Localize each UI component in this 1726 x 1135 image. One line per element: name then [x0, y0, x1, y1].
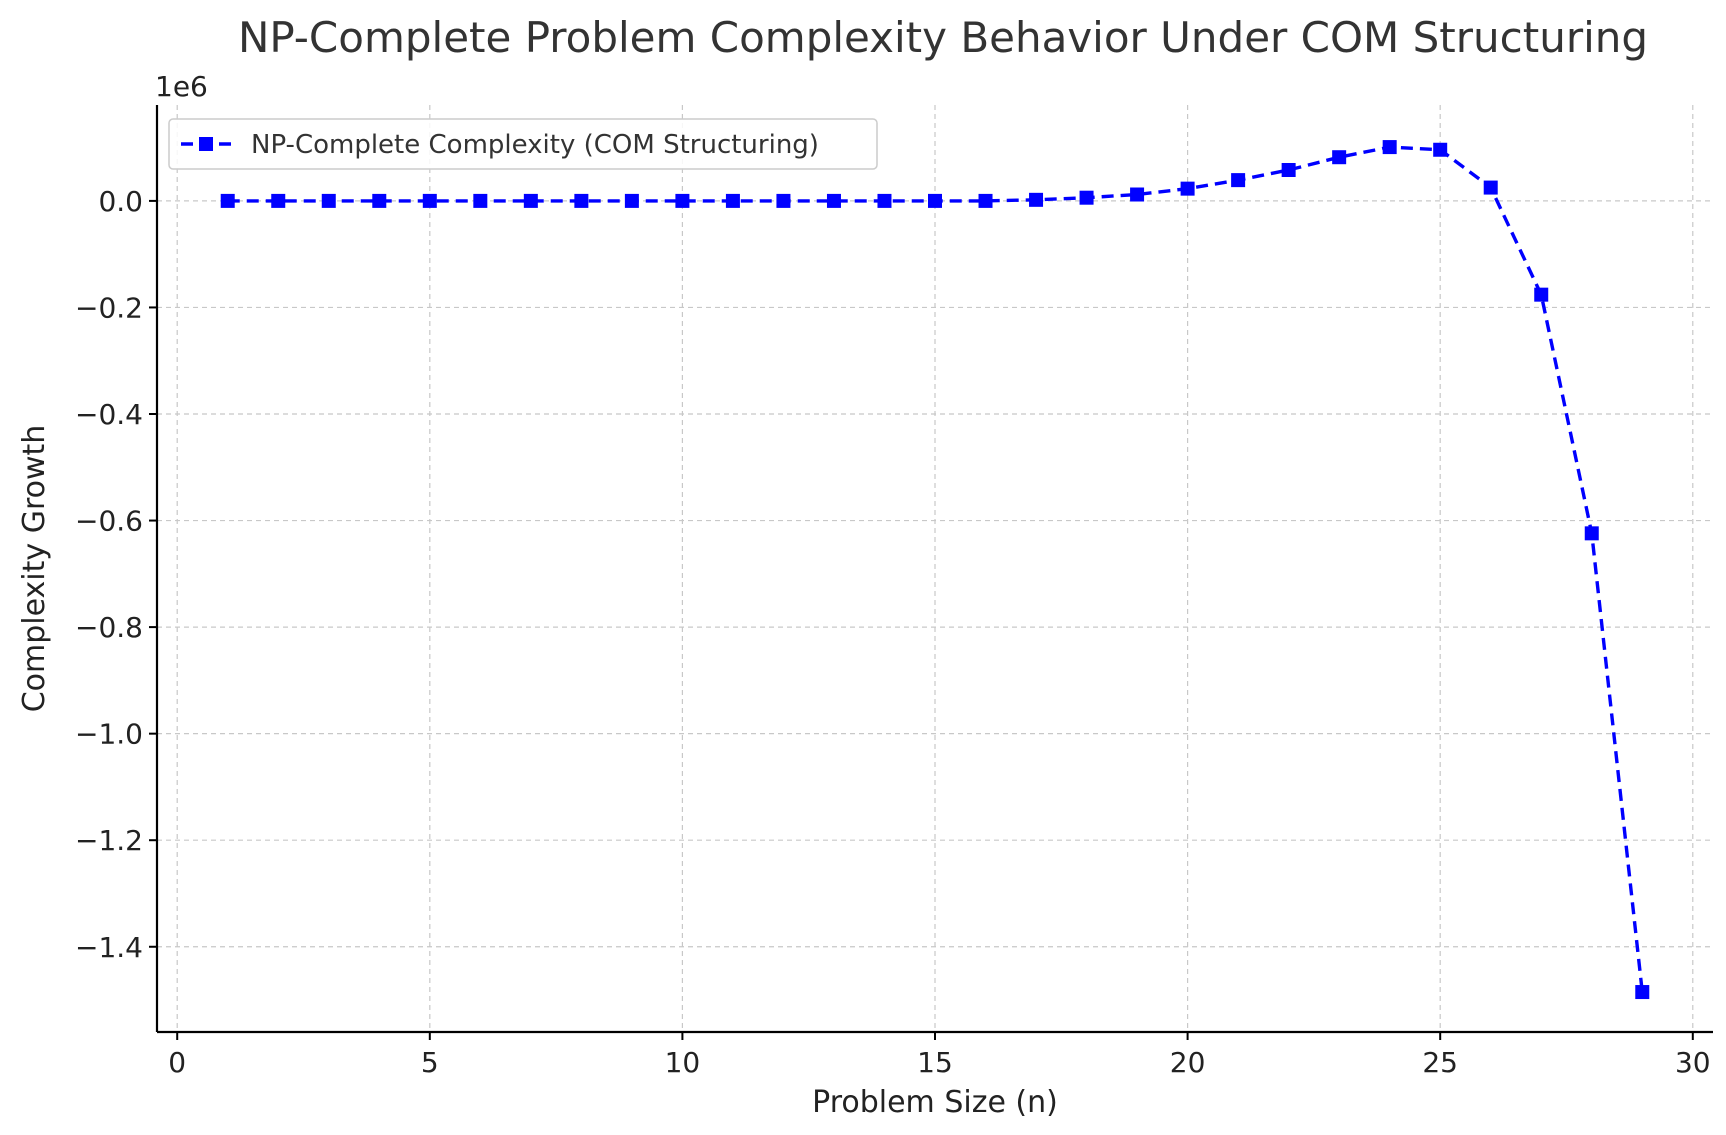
data-point-marker [928, 193, 942, 208]
data-point-marker [1029, 192, 1044, 207]
y-tick-label: −1.0 [75, 718, 143, 751]
legend-label: NP-Complete Complexity (COM Structuring) [251, 130, 819, 160]
legend: NP-Complete Complexity (COM Structuring) [168, 118, 878, 170]
y-axis-label: Complexity Growth [17, 425, 52, 713]
data-point-marker [1332, 150, 1347, 165]
data-point-marker [271, 193, 286, 208]
data-point-marker [978, 193, 993, 208]
data-point-marker [422, 193, 437, 208]
legend-marker-sample [199, 137, 213, 151]
y-axis-offset-label: 1e6 [155, 70, 208, 103]
data-point-marker [1079, 190, 1094, 205]
data-point-marker [1130, 187, 1145, 202]
x-axis-label: Problem Size (n) [812, 1085, 1058, 1120]
grid-lines [157, 105, 1713, 1032]
data-point-marker [776, 193, 791, 208]
x-tick-label: 15 [917, 1046, 953, 1079]
data-point-marker [220, 193, 235, 208]
data-point-marker [1382, 140, 1397, 155]
y-tick-label: −1.4 [75, 931, 143, 964]
data-point-marker [624, 193, 639, 208]
series-layer [220, 140, 1650, 1000]
data-point-marker [826, 193, 841, 208]
data-point-marker [1281, 162, 1296, 177]
data-point-marker [321, 193, 336, 208]
x-tick-label: 30 [1675, 1046, 1711, 1079]
x-tick-label: 0 [168, 1046, 186, 1079]
y-tick-label: −0.2 [75, 291, 143, 324]
data-point-marker [1534, 287, 1549, 302]
data-point-marker [675, 193, 690, 208]
data-point-marker [1483, 180, 1498, 195]
y-tick-label: −0.4 [75, 398, 143, 431]
data-point-marker [1231, 173, 1246, 188]
data-point-marker [1180, 181, 1195, 196]
data-point-marker [1433, 142, 1448, 157]
y-tick-label: −0.6 [75, 505, 143, 538]
x-tick-label: 20 [1170, 1046, 1206, 1079]
data-point-marker [473, 193, 488, 208]
data-point-marker [725, 193, 740, 208]
legend-box [168, 118, 878, 170]
data-point-marker [372, 193, 387, 208]
data-point-marker [523, 193, 538, 208]
y-tick-label: −1.2 [75, 824, 143, 857]
axes: 0 5 10 15 20 25 30 0.0 −0.2 −0.4 −0.6 −0.8 −1.0 −1.2 −… [75, 105, 1713, 1079]
x-tick-label: 25 [1422, 1046, 1458, 1079]
data-point-marker [1635, 985, 1650, 1000]
x-tick-label: 10 [665, 1046, 701, 1079]
data-point-marker [1584, 526, 1599, 541]
y-tick-label: 0.0 [98, 185, 143, 218]
chart-title: NP-Complete Problem Complexity Behavior … [238, 13, 1648, 62]
x-tick-label: 5 [421, 1046, 439, 1079]
y-tick-label: −0.8 [75, 611, 143, 644]
data-point-marker [574, 193, 589, 208]
data-point-marker [877, 193, 892, 208]
